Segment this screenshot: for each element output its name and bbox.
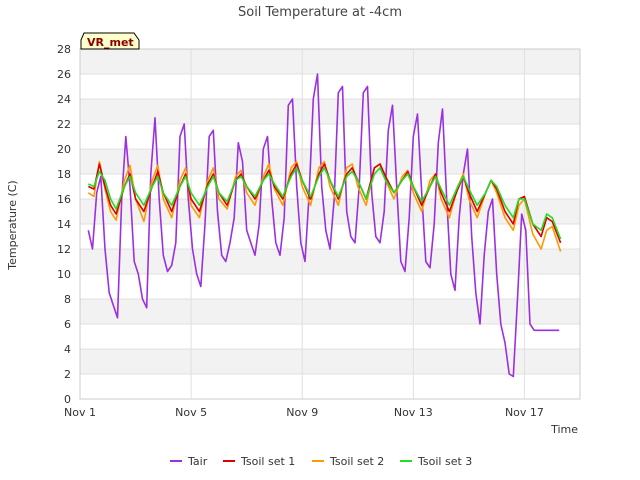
x-tick-label: Nov 13	[394, 406, 433, 419]
y-tick-label: 16	[57, 193, 71, 206]
legend-label: Tsoil set 3	[417, 455, 472, 468]
legend-label: Tsoil set 2	[329, 455, 384, 468]
background-band	[80, 149, 580, 174]
badge-label: VR_met	[87, 36, 134, 49]
legend: Tair Tsoil set 1 Tsoil set 2 Tsoil set 3	[170, 455, 472, 468]
y-tick-label: 18	[57, 168, 71, 181]
y-tick-label: 6	[64, 318, 71, 331]
y-tick-label: 2	[64, 368, 71, 381]
y-tick-label: 12	[57, 243, 71, 256]
y-tick-label: 14	[57, 218, 71, 231]
series-line-tair	[87, 73, 560, 378]
y-tick-label: 24	[57, 93, 71, 106]
x-tick-label: Nov 9	[286, 406, 318, 419]
x-axis-label: Time	[550, 423, 578, 436]
x-tick-label: Nov 1	[64, 406, 96, 419]
y-tick-label: 22	[57, 118, 71, 131]
background-band	[80, 49, 580, 74]
background-band	[80, 349, 580, 374]
x-tick-label: Nov 5	[175, 406, 207, 419]
y-tick-label: 10	[57, 268, 71, 281]
x-axis-ticks: Nov 1 Nov 5 Nov 9 Nov 13 Nov 17	[64, 406, 544, 419]
legend-label: Tair	[187, 455, 208, 468]
y-tick-label: 26	[57, 68, 71, 81]
y-tick-label: 4	[64, 343, 71, 356]
x-tick-label: Nov 17	[505, 406, 544, 419]
y-tick-label: 8	[64, 293, 71, 306]
series-line-tsoil-set-3	[87, 167, 562, 240]
badge-shape	[80, 32, 140, 50]
series-lines	[87, 73, 562, 378]
y-tick-label: 0	[64, 393, 71, 406]
background-band	[80, 199, 580, 224]
station-badge: VR_met	[80, 32, 140, 50]
background-bands	[80, 49, 580, 374]
chart-title: Soil Temperature at -4cm	[238, 5, 402, 20]
background-band	[80, 99, 580, 124]
legend-label: Tsoil set 1	[240, 455, 295, 468]
y-tick-label: 20	[57, 143, 71, 156]
y-tick-label: 28	[57, 43, 71, 56]
plot-area-border	[79, 48, 581, 400]
background-band	[80, 249, 580, 274]
background-band	[80, 299, 580, 324]
y-axis-label: Temperature (C)	[6, 180, 19, 270]
